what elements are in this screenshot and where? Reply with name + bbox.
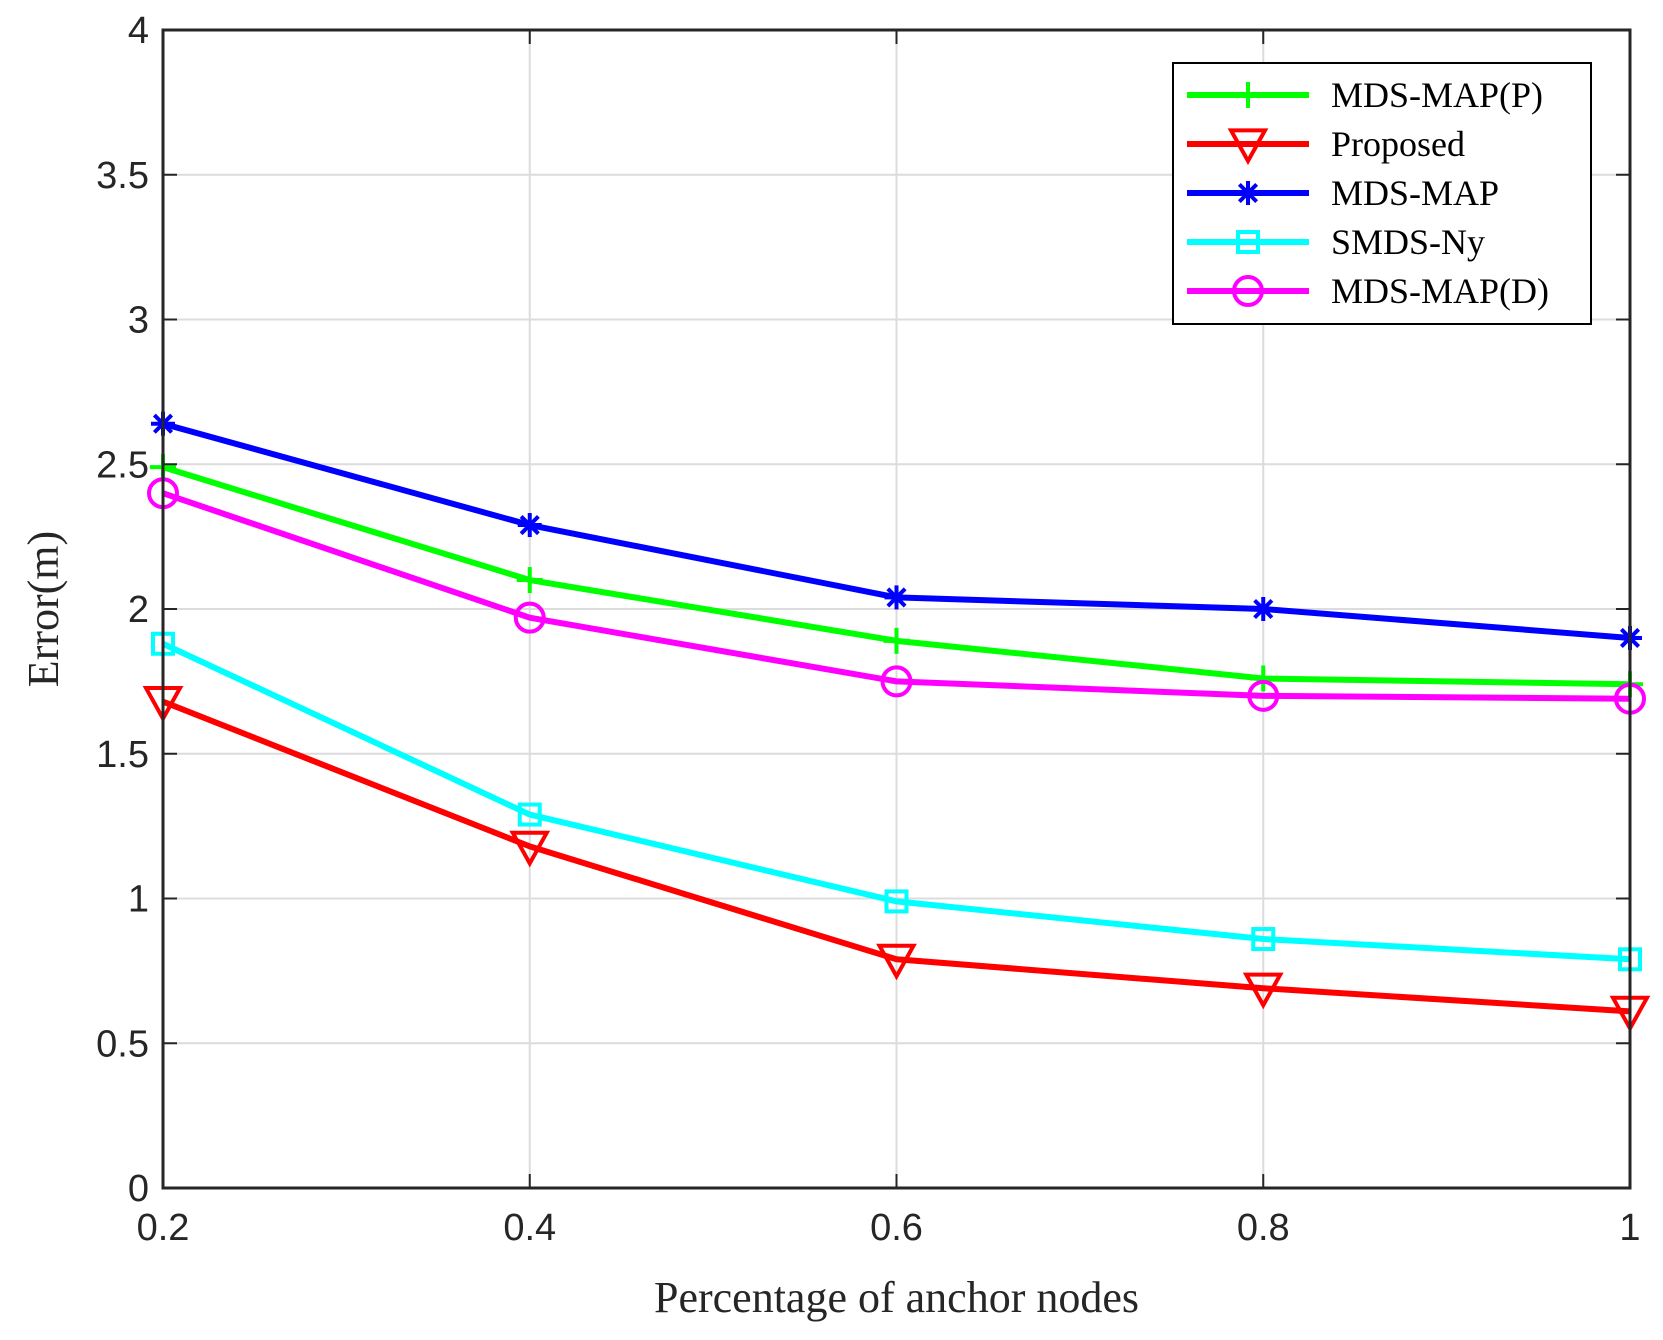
data-point [1251, 597, 1276, 621]
data-point [883, 627, 910, 654]
data-point [884, 585, 909, 610]
legend-item: Proposed [1187, 124, 1465, 166]
y-tick-label: 2 [128, 589, 149, 631]
data-point [517, 802, 542, 827]
data-point [513, 601, 546, 634]
data-point [876, 943, 917, 981]
x-axis-label: Percentage of anchor nodes [654, 1273, 1139, 1322]
data-point-marker [886, 587, 907, 608]
data-point-marker [517, 802, 542, 827]
x-tick-label: 0.6 [870, 1207, 923, 1249]
legend-label: MDS-MAP(D) [1331, 271, 1549, 311]
legend-label: Proposed [1331, 124, 1465, 164]
y-axis-label: Error(m) [19, 531, 68, 687]
x-tick-label: 0.4 [503, 1207, 556, 1249]
data-point-marker [1251, 927, 1276, 952]
legend-label: MDS-MAP [1331, 173, 1499, 213]
data-point [517, 513, 542, 538]
data-point [880, 665, 913, 698]
data-point-marker [509, 830, 551, 868]
legend-marker [1236, 230, 1260, 254]
series-mds-map [151, 411, 1642, 650]
data-point-marker [876, 943, 917, 981]
x-tick-label: 0.8 [1237, 1207, 1290, 1249]
legend-item: MDS-MAP(P) [1187, 75, 1543, 115]
data-point [509, 830, 551, 868]
y-tick-label: 1 [128, 879, 149, 921]
y-tick-label: 1.5 [96, 734, 149, 776]
legend-marker [1237, 182, 1259, 204]
data-point [1251, 927, 1276, 952]
legend-marker [1227, 128, 1269, 166]
y-tick-label: 0 [128, 1168, 149, 1210]
series-smds-ny [151, 631, 1642, 972]
series-line [162, 490, 1631, 702]
legend-marker [1232, 275, 1264, 307]
series-mds-map-p [150, 454, 1643, 698]
series-proposed [142, 686, 1651, 1033]
data-point [516, 567, 543, 594]
data-point [1250, 665, 1277, 692]
y-tick-label: 3 [128, 300, 149, 342]
data-point-marker [1242, 972, 1284, 1010]
axes [161, 28, 1632, 1190]
y-tick-label: 2.5 [96, 444, 149, 486]
data-point-marker [513, 601, 546, 634]
y-tick-label: 4 [128, 10, 149, 52]
data-point-marker [1247, 679, 1280, 712]
legend-item: SMDS-Ny [1187, 222, 1485, 262]
data-point-marker [884, 889, 909, 914]
series-line [161, 641, 1631, 963]
series-line [161, 698, 1631, 1015]
data-point-marker [880, 665, 913, 698]
tick-labels: 0.2 0.4 0.6 0.8 1 0 0.5 1 1.5 2 2.5 3 3.5 4 [96, 10, 1640, 1249]
series-layer [142, 411, 1651, 1033]
x-tick-label: 1 [1619, 1207, 1640, 1249]
y-tick-label: 3.5 [96, 155, 149, 197]
data-point [1242, 972, 1284, 1010]
legend-label: MDS-MAP(P) [1331, 75, 1543, 115]
data-point-marker [1253, 598, 1274, 620]
data-point-marker [519, 514, 540, 536]
legend-label: SMDS-Ny [1331, 222, 1485, 262]
legend-item: MDS-MAP(D) [1187, 271, 1549, 311]
data-point [884, 889, 909, 914]
y-tick-label: 0.5 [96, 1023, 149, 1065]
legend: MDS-MAP(P) Proposed MDS-MAP SMDS-Ny MDS-MAP(… [1172, 62, 1592, 325]
x-tick-label: 0.2 [137, 1207, 190, 1249]
data-point [1247, 679, 1280, 712]
legend-item: MDS-MAP [1187, 173, 1499, 213]
